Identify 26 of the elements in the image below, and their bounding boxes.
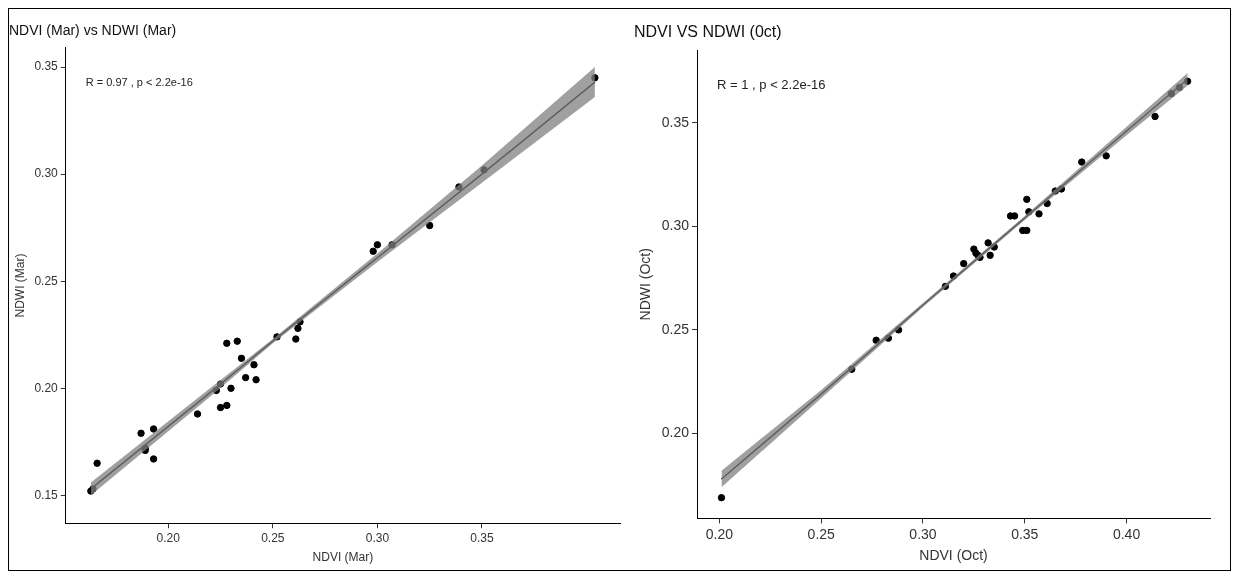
y-tick-label: 0.30	[661, 217, 690, 234]
x-tick-label: 0.25	[261, 530, 285, 545]
chart-title: NDVI (Mar) vs NDWI (Mar)	[9, 22, 177, 39]
y-tick-label: 0.20	[34, 380, 59, 395]
x-axis-title: NDVI (Oct)	[919, 547, 988, 564]
x-tick-label: 0.35	[1011, 525, 1039, 542]
y-axis-title: NDWI (Mar)	[12, 253, 27, 318]
annotation: R = 1 , p < 2.2e-16	[717, 76, 826, 92]
chart-title: NDVI VS NDWI (0ct)	[634, 23, 782, 41]
y-tick-label: 0.20	[661, 424, 690, 441]
x-tick-label: 0.20	[156, 530, 181, 545]
x-tick-label: 0.30	[365, 530, 390, 545]
y-tick-label: 0.25	[34, 273, 59, 288]
x-tick-label: 0.25	[807, 525, 836, 542]
y-tick-label: 0.30	[34, 166, 59, 181]
x-tick-label: 0.30	[909, 525, 937, 542]
y-tick-label: 0.25	[661, 320, 690, 337]
y-axis-title: NDWI (Oct)	[637, 248, 654, 321]
y-tick-label: 0.35	[661, 113, 690, 130]
annotation: R = 0.97 , p < 2.2e-16	[85, 75, 193, 88]
y-tick-label: 0.35	[34, 59, 59, 74]
y-tick-label: 0.15	[34, 487, 59, 502]
x-tick-label: 0.35	[470, 530, 494, 545]
x-axis-title: NDVI (Mar)	[312, 550, 374, 565]
x-tick-label: 0.40	[1112, 525, 1141, 542]
x-tick-label: 0.20	[705, 525, 734, 542]
